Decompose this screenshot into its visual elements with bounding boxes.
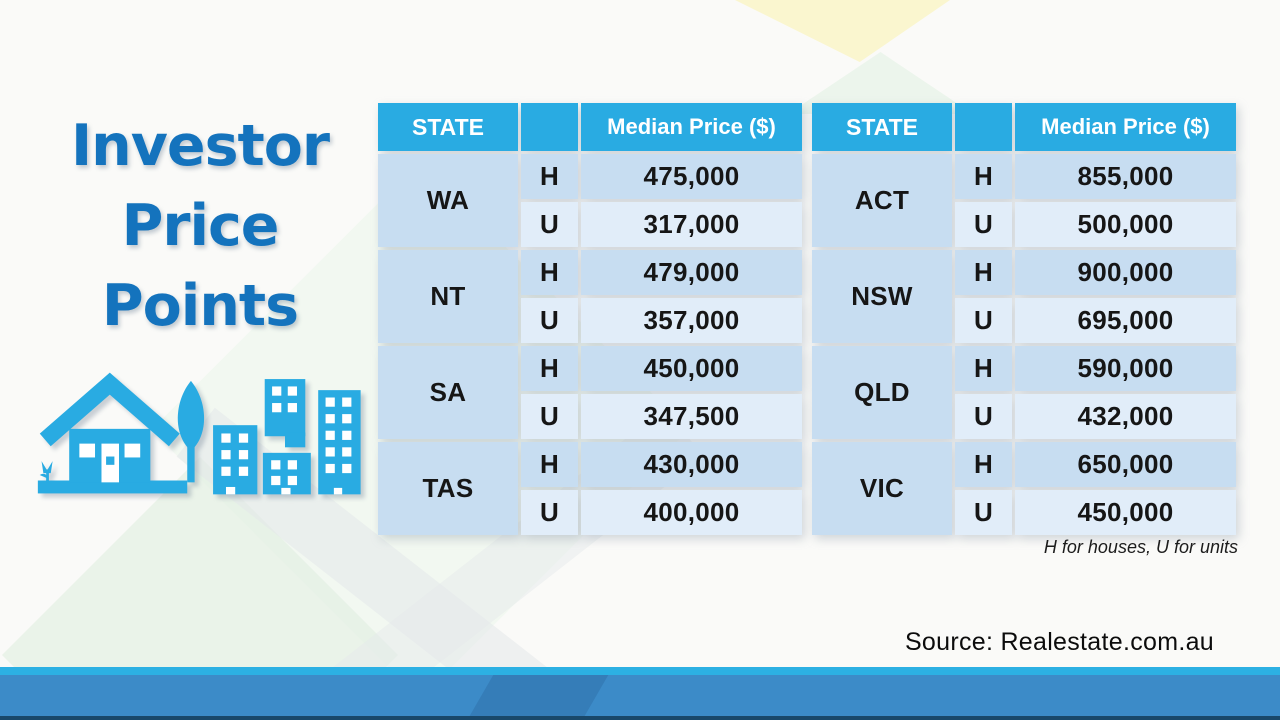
background-tile-yellow bbox=[735, 0, 950, 62]
state-cell: NSW bbox=[812, 250, 952, 343]
median-price-cell: 432,000 bbox=[1015, 394, 1236, 439]
dwelling-type-cell: H bbox=[955, 154, 1012, 199]
footer-stripe-cyan bbox=[0, 667, 1280, 675]
page-title: Investor Price Points bbox=[28, 106, 372, 346]
column-header-price: Median Price ($) bbox=[1015, 103, 1236, 151]
dwelling-type-cell: U bbox=[955, 490, 1012, 535]
buildings-icon bbox=[213, 379, 361, 495]
median-price-cell: 590,000 bbox=[1015, 346, 1236, 391]
dwelling-type-cell: H bbox=[521, 154, 578, 199]
dwelling-type-cell: U bbox=[955, 202, 1012, 247]
dwelling-type-cell: H bbox=[521, 346, 578, 391]
legend-note: H for houses, U for units bbox=[1043, 537, 1238, 557]
footer-stripe-dark bbox=[0, 716, 1280, 720]
title-line-3: Points bbox=[101, 273, 299, 339]
median-price-cell: 450,000 bbox=[1015, 490, 1236, 535]
title-line-2: Price bbox=[121, 193, 280, 259]
dwelling-type-cell: H bbox=[955, 346, 1012, 391]
median-price-cell: 695,000 bbox=[1015, 298, 1236, 343]
state-cell: VIC bbox=[812, 442, 952, 535]
neighborhood-illustration bbox=[36, 368, 368, 506]
median-price-cell: 317,000 bbox=[581, 202, 802, 247]
median-price-cell: 500,000 bbox=[1015, 202, 1236, 247]
dwelling-type-cell: H bbox=[955, 442, 1012, 487]
median-price-cell: 357,000 bbox=[581, 298, 802, 343]
column-header-type bbox=[955, 103, 1012, 151]
dwelling-type-cell: H bbox=[955, 250, 1012, 295]
median-price-cell: 450,000 bbox=[581, 346, 802, 391]
state-cell: ACT bbox=[812, 154, 952, 247]
median-price-cell: 900,000 bbox=[1015, 250, 1236, 295]
median-price-cell: 400,000 bbox=[581, 490, 802, 535]
title-line-1: Investor bbox=[70, 113, 330, 179]
price-table-left: STATE Median Price ($) WA H 475,000 U 317,00… bbox=[378, 103, 802, 535]
price-table-right: STATE Median Price ($) ACT H 855,000 U 500,0… bbox=[812, 103, 1236, 535]
column-header-price: Median Price ($) bbox=[581, 103, 802, 151]
house-icon bbox=[37, 372, 188, 494]
median-price-cell: 650,000 bbox=[1015, 442, 1236, 487]
state-cell: TAS bbox=[378, 442, 518, 535]
column-header-state: STATE bbox=[812, 103, 952, 151]
median-price-cell: 475,000 bbox=[581, 154, 802, 199]
median-price-cell: 855,000 bbox=[1015, 154, 1236, 199]
state-cell: SA bbox=[378, 346, 518, 439]
column-header-state: STATE bbox=[378, 103, 518, 151]
tree-icon bbox=[177, 380, 205, 483]
median-price-cell: 347,500 bbox=[581, 394, 802, 439]
dwelling-type-cell: H bbox=[521, 250, 578, 295]
dwelling-type-cell: U bbox=[955, 394, 1012, 439]
source-attribution: Source: Realestate.com.au bbox=[904, 628, 1214, 656]
median-price-cell: 479,000 bbox=[581, 250, 802, 295]
footer-bar-blue bbox=[0, 675, 1280, 716]
flower-icon bbox=[39, 461, 53, 483]
dwelling-type-cell: U bbox=[521, 394, 578, 439]
dwelling-type-cell: U bbox=[521, 202, 578, 247]
state-cell: NT bbox=[378, 250, 518, 343]
footer-bar-diagonal-shade bbox=[459, 675, 616, 716]
state-cell: WA bbox=[378, 154, 518, 247]
column-header-type bbox=[521, 103, 578, 151]
dwelling-type-cell: U bbox=[521, 490, 578, 535]
dwelling-type-cell: U bbox=[521, 298, 578, 343]
median-price-cell: 430,000 bbox=[581, 442, 802, 487]
dwelling-type-cell: H bbox=[521, 442, 578, 487]
dwelling-type-cell: U bbox=[955, 298, 1012, 343]
state-cell: QLD bbox=[812, 346, 952, 439]
